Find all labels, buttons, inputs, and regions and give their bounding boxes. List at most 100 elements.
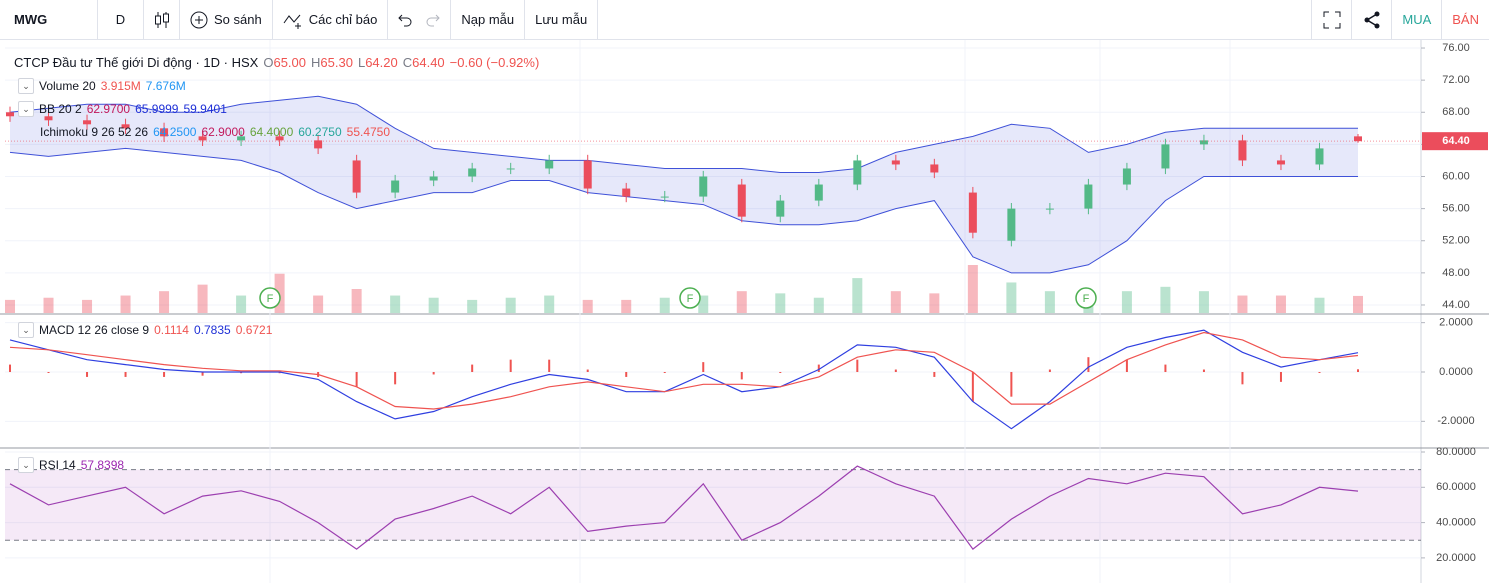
candle [391, 174, 400, 199]
symbol[interactable]: MWG [0, 0, 98, 40]
candle [121, 118, 130, 134]
candle [352, 154, 361, 199]
histogram-bar [856, 359, 859, 372]
bb-value: 59.9401 [183, 102, 227, 116]
volume-bar [82, 299, 93, 313]
candle-body [44, 116, 53, 121]
candle [1238, 134, 1247, 167]
candle-body [506, 168, 515, 170]
buy-button[interactable]: MUA [1391, 0, 1441, 40]
histogram-bar [355, 371, 358, 387]
ohlc-value: 64.20 [365, 55, 398, 70]
histogram-bar [1202, 369, 1205, 372]
histogram-bar [201, 371, 204, 376]
interval[interactable]: D [98, 0, 144, 40]
event-marker [259, 287, 281, 309]
candle [198, 130, 207, 146]
histogram-bar [586, 369, 589, 372]
candle-body [891, 160, 900, 165]
compare-button[interactable]: So sánh [180, 0, 273, 40]
collapse-button[interactable]: ⌄ [18, 101, 34, 117]
indicator-icon [283, 14, 301, 29]
share-icon [1364, 11, 1380, 28]
fullscreen[interactable] [1311, 0, 1351, 40]
candle [814, 178, 823, 207]
histogram-bar [740, 371, 743, 380]
price-legend: CTCP Đầu tư Thế giới Di động · 1D · HSX … [14, 55, 539, 70]
candle-body [391, 180, 400, 193]
candle [583, 154, 592, 195]
y-tick-label: 60.00 [1442, 170, 1470, 182]
candle-body [198, 136, 207, 141]
event-marker-icon: F [267, 293, 274, 305]
histogram-bar [1318, 371, 1321, 373]
candle [468, 162, 477, 183]
chart-style[interactable] [144, 0, 180, 40]
redo-icon[interactable] [426, 13, 441, 27]
collapse-button[interactable]: ⌄ [18, 78, 34, 94]
load-template[interactable]: Nạp mẫu [451, 0, 526, 40]
bb-upper [9, 95, 1358, 173]
candle [699, 170, 708, 203]
histogram-bar [625, 371, 628, 377]
undo-icon[interactable] [398, 13, 412, 27]
volume-bar [1275, 295, 1286, 313]
share[interactable] [1351, 0, 1391, 40]
candle [1199, 134, 1208, 151]
volume-bar [544, 295, 555, 313]
volume-bar [1237, 295, 1248, 313]
indicators-label: Các chỉ báo [308, 12, 378, 27]
candle-body [83, 120, 92, 125]
collapse-button[interactable]: ⌄ [18, 322, 34, 338]
volume-bar [313, 295, 324, 313]
candle [237, 130, 246, 146]
volume-bar [197, 284, 208, 313]
save-template[interactable]: Lưu mẫu [525, 0, 599, 40]
symbol-title: CTCP Đầu tư Thế giới Di động · 1D · HSX [14, 55, 259, 70]
histogram-bar [702, 362, 705, 372]
y-tick-label: 44.00 [1442, 299, 1470, 311]
histogram-bar [471, 364, 474, 372]
ichimoku-value: 62.9000 [201, 125, 245, 139]
bb-fill [10, 96, 1358, 273]
undo-redo [388, 0, 452, 40]
y-tick-label: 48.00 [1442, 267, 1470, 279]
candle [1161, 138, 1170, 175]
candle [275, 130, 284, 146]
volume-bar [659, 297, 670, 313]
ichimoku-value: 64.2500 [153, 125, 197, 139]
candle [1276, 154, 1285, 171]
histogram-bar [933, 371, 936, 377]
candle [968, 186, 977, 239]
indicators-button[interactable]: Các chỉ báo [273, 0, 389, 40]
volume-bar [1160, 286, 1171, 313]
plus-icon [190, 11, 208, 28]
y-tick-label: 56.00 [1442, 203, 1470, 215]
histogram-bar [9, 364, 11, 372]
indicator-line [9, 331, 1359, 410]
bb-name: BB 20 2 [39, 102, 82, 116]
ohlc-key: H [311, 55, 321, 70]
candle [1122, 162, 1131, 191]
histogram-bar [663, 371, 666, 373]
candle-body [275, 136, 284, 141]
candle-body [1045, 208, 1054, 210]
candle-body [1315, 148, 1324, 165]
candle [891, 154, 900, 171]
volume-bar [1006, 282, 1017, 313]
volume-bar [351, 289, 362, 313]
volume-value: 3.915M [100, 79, 141, 93]
event-marker [1075, 287, 1097, 309]
volume-bar [5, 299, 15, 313]
candle [930, 158, 939, 179]
histogram-bar [86, 371, 89, 377]
event-marker [679, 287, 701, 309]
ohlc-key: O [263, 55, 274, 70]
volume-bar [1121, 291, 1132, 313]
collapse-button[interactable]: ⌄ [18, 457, 34, 473]
y-tick-label: 40.0000 [1436, 516, 1476, 528]
sell-button[interactable]: BÁN [1441, 0, 1489, 40]
indicator-line [9, 465, 1359, 550]
macd-legend: ⌄ MACD 12 26 close 9 0.1114 0.7835 0.672… [18, 322, 272, 338]
histogram-bar [779, 371, 782, 373]
